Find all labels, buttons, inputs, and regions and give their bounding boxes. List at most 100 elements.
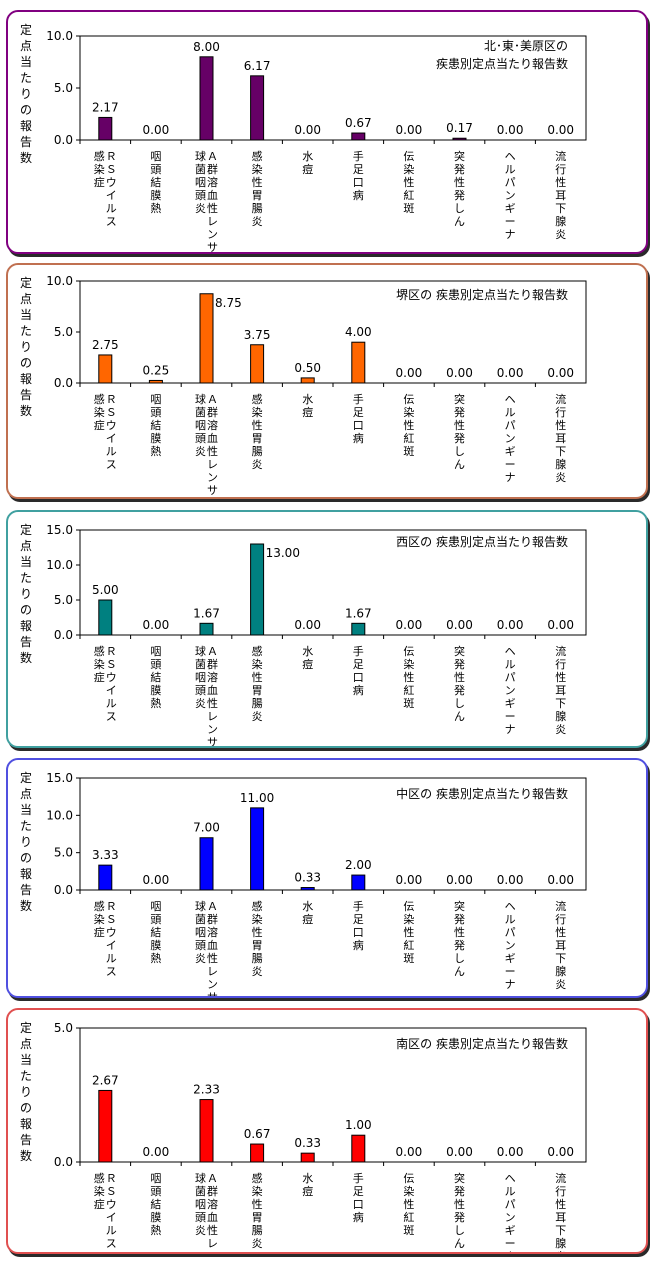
bar bbox=[250, 75, 265, 141]
x-tick-label: 頭 bbox=[150, 406, 161, 419]
x-tick-label: 炎 bbox=[195, 445, 206, 458]
x-tick-label: 下 bbox=[555, 202, 566, 215]
x-tick-label: サ bbox=[207, 484, 218, 497]
x-tick-label: ん bbox=[454, 215, 465, 228]
y-tick-label: 15.0 bbox=[46, 523, 73, 537]
x-tick-label: 性 bbox=[403, 1197, 414, 1211]
x-tick-label: 伝 bbox=[403, 1172, 414, 1185]
x-tick-label: 炎 bbox=[195, 202, 206, 215]
x-tick-label: 炎 bbox=[252, 1237, 263, 1250]
y-tick-label: 10.0 bbox=[46, 808, 73, 822]
bar bbox=[250, 1143, 265, 1163]
x-tick-label: ギ bbox=[505, 445, 516, 458]
x-tick-label: 紅 bbox=[403, 684, 414, 697]
x-tick-label: 水 bbox=[302, 645, 313, 658]
x-tick-label: ウ bbox=[106, 419, 117, 432]
data-label: 0.00 bbox=[497, 366, 524, 380]
y-axis-label-char: 数 bbox=[19, 404, 32, 418]
x-tick-label: し bbox=[454, 202, 465, 215]
x-tick-label: 咽 bbox=[195, 926, 206, 939]
x-tick-label: ン bbox=[207, 723, 218, 736]
x-tick-label: 腺 bbox=[555, 709, 566, 723]
x-tick-label: 腺 bbox=[555, 1236, 566, 1250]
x-tick-label: Ａ bbox=[207, 393, 218, 406]
x-tick-label: 血 bbox=[207, 188, 218, 202]
x-tick-label: ヘ bbox=[505, 645, 516, 658]
x-tick-label: し bbox=[454, 1224, 465, 1237]
x-tick-label: 染 bbox=[252, 162, 263, 176]
x-tick-label: 下 bbox=[555, 952, 566, 965]
x-tick-label: 咽 bbox=[150, 393, 161, 406]
x-tick-label: イ bbox=[106, 684, 117, 697]
y-axis-label: 定点当たりの報告数 bbox=[18, 22, 34, 166]
x-tick-label: 突 bbox=[454, 899, 465, 913]
x-tick-label: 感 bbox=[94, 645, 105, 658]
x-tick-label: 菌 bbox=[195, 658, 206, 671]
data-label: 1.00 bbox=[345, 1118, 372, 1132]
y-axis-label-char: 当 bbox=[19, 55, 32, 69]
bar bbox=[199, 293, 214, 384]
x-tick-label: 足 bbox=[353, 658, 364, 671]
y-tick-label: 10.0 bbox=[46, 558, 73, 572]
x-tick-label: 感 bbox=[94, 150, 105, 163]
chart-title: 堺区の 疾患別定点当たり報告数 bbox=[396, 287, 568, 302]
x-tick-label: 腸 bbox=[252, 697, 263, 710]
chart-panel-minami: 定点当たりの報告数 0.0 5.0 南区の 疾患別定点当たり報告数 2.67 Ｒ Ｓ ウイルス… bbox=[6, 1008, 648, 1254]
y-axis-label-char: 当 bbox=[19, 803, 32, 817]
x-tick-label: ル bbox=[505, 913, 516, 926]
x-tick-label: 症 bbox=[94, 925, 105, 939]
data-label: 0.00 bbox=[547, 1145, 574, 1159]
x-tick-label: ギ bbox=[505, 202, 516, 215]
data-label: 7.00 bbox=[193, 821, 220, 835]
x-tick-label: 炎 bbox=[555, 228, 566, 241]
x-tick-label: 発 bbox=[454, 938, 465, 952]
y-axis-label-char: 定 bbox=[19, 23, 32, 37]
x-tick-label: 発 bbox=[454, 683, 465, 697]
x-tick-label: 突 bbox=[454, 644, 465, 658]
chart-svg: 0.05.010.0北･東･美原区の疾患別定点当たり報告数2.17ＲＳウイルス感… bbox=[46, 29, 587, 252]
x-tick-label: Ａ bbox=[207, 900, 218, 913]
x-tick-label: 口 bbox=[353, 926, 364, 939]
x-tick-label: パ bbox=[505, 1198, 516, 1211]
x-tick-label: 胃 bbox=[252, 1211, 263, 1224]
x-tick-label: ナ bbox=[505, 1250, 516, 1252]
x-tick-label: 紅 bbox=[403, 939, 414, 952]
x-tick-label: 群 bbox=[207, 912, 218, 926]
x-tick-label: 頭 bbox=[150, 163, 161, 176]
y-axis-label-char: 当 bbox=[19, 555, 32, 569]
x-tick-label: 染 bbox=[252, 912, 263, 926]
x-tick-label: 伝 bbox=[403, 645, 414, 658]
chart-title: 中区の 疾患別定点当たり報告数 bbox=[396, 786, 568, 801]
x-tick-label: 炎 bbox=[555, 978, 566, 991]
x-tick-label: Ａ bbox=[207, 645, 218, 658]
x-tick-label: ン bbox=[505, 684, 516, 697]
bar bbox=[250, 543, 265, 636]
data-label: 1.67 bbox=[345, 606, 372, 620]
x-tick-label: 血 bbox=[207, 683, 218, 697]
data-label: 0.00 bbox=[547, 123, 574, 137]
x-tick-label: 伝 bbox=[403, 900, 414, 913]
chart-title: 南区の 疾患別定点当たり報告数 bbox=[396, 1036, 568, 1051]
x-tick-label: 炎 bbox=[252, 965, 263, 978]
x-tick-label: 行 bbox=[555, 163, 566, 176]
x-tick-label: 症 bbox=[94, 670, 105, 684]
data-label: 0.00 bbox=[143, 873, 170, 887]
data-label: 8.75 bbox=[215, 296, 242, 310]
data-label: 0.00 bbox=[547, 366, 574, 380]
x-tick-label: ー bbox=[505, 215, 516, 228]
x-tick-label: ん bbox=[454, 458, 465, 471]
y-axis-label-char: 当 bbox=[19, 1053, 32, 1067]
bar bbox=[452, 137, 467, 141]
x-tick-label: イ bbox=[106, 189, 117, 202]
x-tick-label: 耳 bbox=[555, 1211, 566, 1224]
x-tick-label: 腸 bbox=[252, 445, 263, 458]
x-tick-label: 発 bbox=[454, 912, 465, 926]
x-tick-label: 膜 bbox=[150, 432, 161, 445]
x-tick-label: 菌 bbox=[195, 913, 206, 926]
x-tick-label: 下 bbox=[555, 445, 566, 458]
y-axis-label-char: 告 bbox=[19, 883, 32, 897]
x-tick-label: 球 bbox=[195, 1171, 206, 1185]
x-tick-label: 行 bbox=[555, 406, 566, 419]
x-tick-label: ス bbox=[106, 965, 117, 978]
